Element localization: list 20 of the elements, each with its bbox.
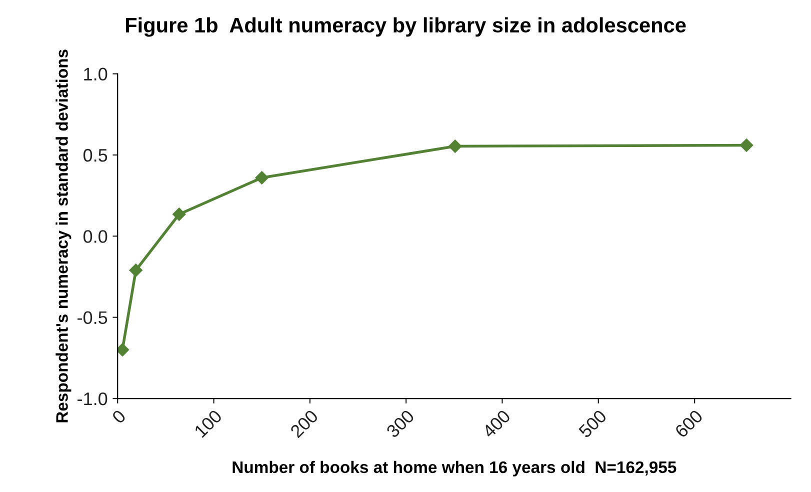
point — [172, 208, 186, 221]
y-tick-label: 1.0 — [84, 68, 108, 81]
x-axis-title: Number of books at home when 16 years old N=162,955 — [232, 460, 676, 476]
point — [129, 264, 142, 277]
y-tick-label: -1.0 — [78, 392, 108, 406]
x-tick-label: 0 — [111, 409, 126, 424]
y-axis-title: Respondent's numeracy in standard deviations — [56, 50, 72, 422]
y-tick-label: 0.5 — [83, 148, 108, 162]
x-tick-label: 200 — [290, 409, 319, 438]
x-tick-label: 300 — [386, 409, 415, 438]
y-tick-label: -0.5 — [78, 311, 108, 324]
x-tick-label: 500 — [578, 409, 608, 438]
x-tick-label: 400 — [482, 409, 512, 439]
chart-title: Figure 1b Adult numeracy by library size in adolescence — [126, 17, 686, 37]
point — [255, 171, 268, 184]
point — [740, 138, 754, 152]
x-tick-label: 600 — [674, 409, 704, 438]
y-tick-label: 0.0 — [83, 230, 108, 243]
x-tick-label: 100 — [194, 409, 223, 438]
point — [448, 140, 462, 153]
